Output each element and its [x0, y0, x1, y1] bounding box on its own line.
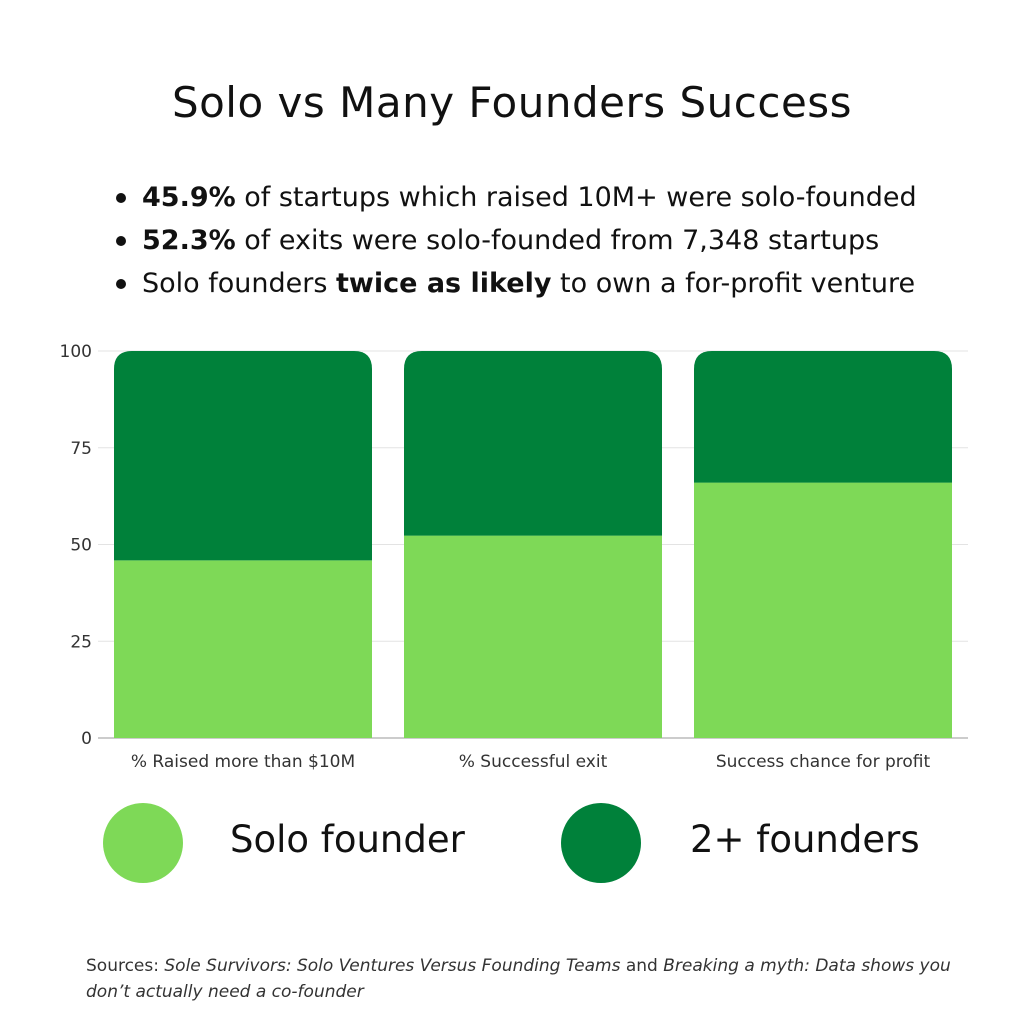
y-tick-label: 50	[70, 536, 92, 556]
legend-swatch-solo	[103, 803, 183, 883]
x-tick-label: % Raised more than $10M	[131, 752, 355, 772]
fact-highlight: 45.9%	[142, 182, 236, 213]
fact-item: Solo founders twice as likely to own a f…	[112, 262, 917, 305]
fact-text: Solo founders	[142, 268, 337, 299]
fact-text: to own a for-profit venture	[551, 268, 916, 299]
y-tick-label: 100	[60, 342, 92, 362]
fact-highlight: twice as likely	[336, 268, 552, 299]
legend-label-solo: Solo founder	[230, 818, 465, 861]
bar-segment-multi	[694, 351, 952, 483]
fact-item: 45.9% of startups which raised 10M+ were…	[112, 176, 917, 219]
source-link-1: Sole Survivors: Solo Ventures Versus Fou…	[164, 956, 621, 976]
chart-title: Solo vs Many Founders Success	[171, 78, 853, 127]
sources-and: and	[620, 956, 664, 976]
bar-segment-multi	[404, 351, 662, 536]
fact-text: of exits were solo-founded from 7,348 st…	[235, 225, 880, 256]
y-tick-label: 0	[81, 729, 92, 749]
fact-text: of startups which raised 10M+ were solo-…	[235, 182, 917, 213]
legend-label-multi: 2+ founders	[690, 818, 920, 861]
legend-swatch-multi	[561, 803, 641, 883]
y-tick-label: 25	[70, 632, 92, 652]
y-tick-label: 75	[70, 439, 92, 459]
fact-item: 52.3% of exits were solo-founded from 7,…	[112, 219, 917, 262]
key-facts-list: 45.9% of startups which raised 10M+ were…	[112, 176, 917, 305]
bar-segment-solo	[694, 482, 952, 738]
x-tick-label: Success chance for profit	[716, 752, 931, 772]
bar-segment-multi	[114, 351, 372, 561]
source-link-2: Breaking a myth: Data shows you don’t ac…	[86, 956, 951, 1002]
bar-segment-solo	[404, 535, 662, 738]
fact-highlight: 52.3%	[142, 225, 236, 256]
sources-note: Sources: Sole Survivors: Solo Ventures V…	[86, 953, 966, 1005]
stacked-bar-chart: 0 25 50 75 100 % Raised more than $10M % Succe…	[60, 342, 968, 772]
bar-segment-solo	[114, 560, 372, 738]
x-tick-label: % Successful exit	[459, 752, 608, 772]
sources-prefix: Sources:	[86, 956, 165, 976]
